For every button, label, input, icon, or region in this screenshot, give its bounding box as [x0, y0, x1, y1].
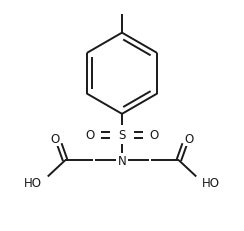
Text: HO: HO — [24, 176, 42, 189]
Text: HO: HO — [202, 176, 220, 189]
Text: N: N — [118, 154, 126, 167]
Text: S: S — [118, 129, 126, 142]
Text: O: O — [150, 129, 159, 142]
Text: O: O — [50, 132, 59, 145]
Text: O: O — [85, 129, 94, 142]
Text: O: O — [185, 132, 194, 145]
